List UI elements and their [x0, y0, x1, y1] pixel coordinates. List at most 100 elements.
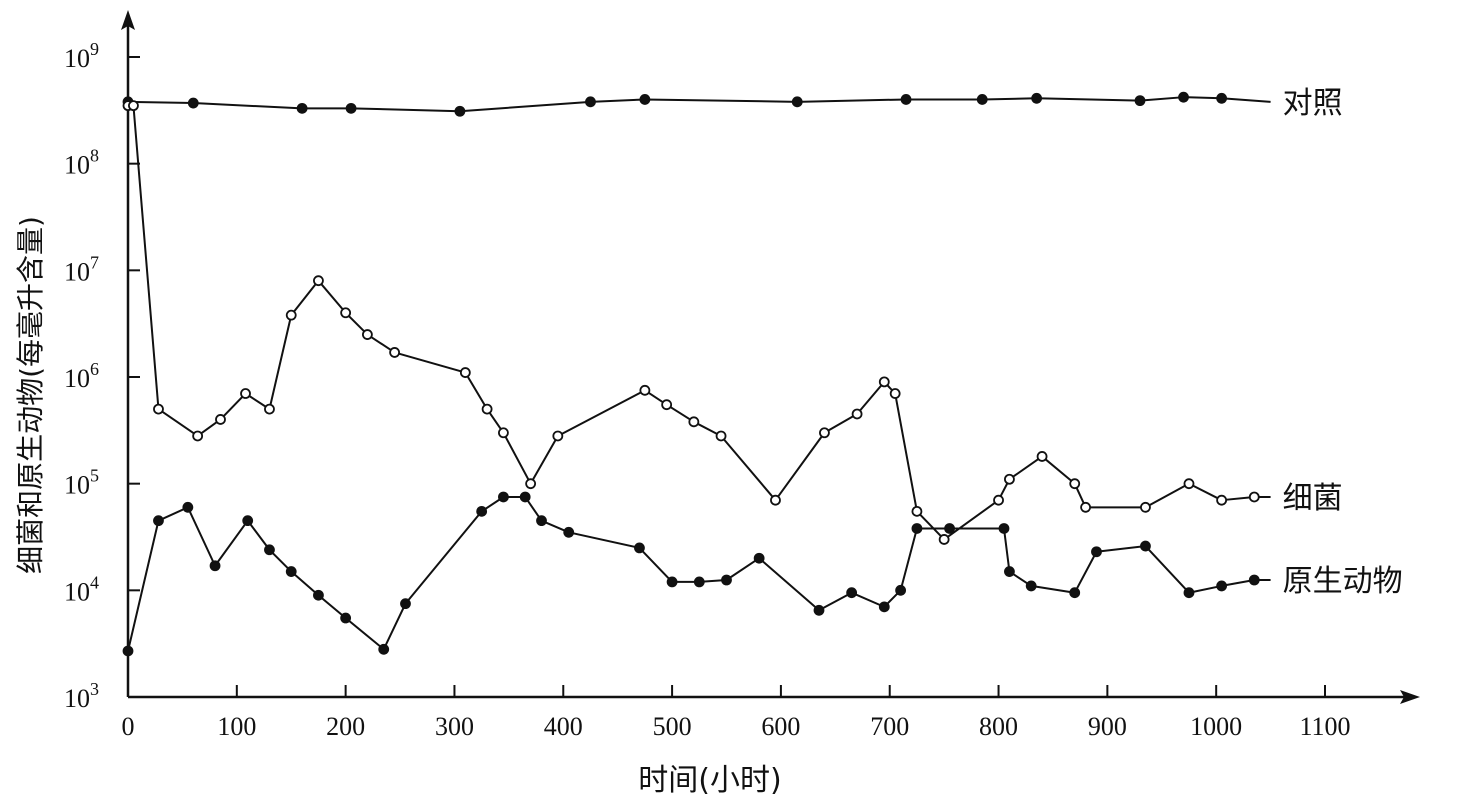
series-label: 对照 — [1283, 86, 1343, 121]
data-point — [563, 526, 575, 538]
data-point — [285, 309, 297, 321]
data-point — [182, 501, 194, 513]
data-point — [525, 478, 537, 490]
data-point — [361, 329, 373, 340]
data-point — [721, 574, 732, 586]
data-point — [240, 388, 251, 399]
x-tick-label: 500 — [653, 712, 692, 741]
data-point — [693, 576, 705, 588]
data-point — [993, 494, 1004, 506]
data-point — [661, 399, 673, 411]
data-point — [911, 523, 923, 534]
data-point — [264, 403, 275, 415]
data-point — [153, 403, 164, 415]
data-point — [851, 408, 863, 420]
data-point — [459, 367, 471, 378]
data-point — [498, 427, 509, 439]
data-point — [911, 505, 923, 517]
y-tick-label: 103 — [64, 679, 99, 713]
data-point — [639, 94, 651, 105]
data-point — [1183, 478, 1195, 490]
y-axis-arrow — [121, 10, 135, 30]
data-point — [846, 587, 858, 599]
data-point — [481, 403, 493, 415]
y-tick-label: 106 — [64, 359, 99, 393]
series-label: 原生动物 — [1283, 564, 1403, 599]
data-point — [340, 612, 352, 624]
data-point — [122, 645, 134, 657]
x-tick-label: 100 — [217, 712, 256, 741]
data-point — [976, 94, 988, 105]
x-axis-title: 时间(小时) — [638, 763, 781, 798]
data-point — [1248, 574, 1260, 586]
data-point — [1216, 494, 1228, 506]
data-point — [819, 427, 830, 439]
data-point — [192, 430, 204, 442]
data-point — [900, 94, 912, 105]
x-tick-label: 800 — [979, 712, 1018, 741]
y-axis-ticks: 103 104 105 106 107 108 109 — [64, 39, 140, 713]
data-point — [498, 491, 509, 503]
data-point — [313, 275, 324, 287]
y-tick-label: 107 — [64, 252, 99, 286]
data-point — [128, 100, 139, 112]
data-point — [1069, 587, 1081, 599]
data-point — [242, 515, 254, 527]
data-point — [889, 388, 901, 399]
x-tick-label: 200 — [326, 712, 365, 741]
x-tick-label: 1000 — [1190, 712, 1242, 741]
x-axis-ticks: 0 100 200 300 400 500 600 700 800 900 1000 1100 — [122, 685, 1351, 741]
x-axis-arrow — [1400, 690, 1420, 704]
data-point — [938, 534, 950, 545]
data-point — [1025, 580, 1037, 592]
data-point — [187, 97, 199, 109]
data-point — [585, 96, 596, 108]
data-point — [215, 414, 226, 425]
y-tick-label: 104 — [64, 572, 99, 606]
data-point — [944, 523, 955, 534]
data-point — [264, 544, 275, 556]
x-tick-label: 1100 — [1299, 712, 1350, 741]
series-lines — [127, 96, 1271, 652]
series-line-1 — [128, 104, 1271, 541]
data-point — [878, 376, 890, 388]
x-tick-label: 700 — [870, 712, 909, 741]
data-point — [1216, 92, 1228, 104]
data-point — [998, 523, 1010, 534]
data-point — [639, 384, 651, 396]
data-point — [536, 515, 547, 527]
data-point — [813, 604, 825, 616]
data-point — [296, 102, 308, 114]
data-point — [688, 416, 700, 428]
data-point — [666, 576, 678, 588]
plot-area: 0 100 200 300 400 500 600 700 800 900 1000 1100 103… — [64, 10, 1420, 741]
data-point — [715, 430, 727, 442]
data-point — [878, 601, 890, 613]
data-point — [1004, 473, 1015, 485]
y-tick-label: 108 — [64, 146, 99, 180]
data-point — [1004, 566, 1015, 577]
data-point — [209, 560, 221, 572]
data-point — [1216, 580, 1228, 592]
data-point — [454, 105, 466, 117]
data-point — [1069, 478, 1081, 490]
data-point — [1248, 491, 1260, 503]
data-point — [345, 102, 357, 114]
data-point — [519, 491, 531, 503]
data-point — [1183, 587, 1195, 599]
data-point — [1091, 546, 1102, 558]
data-point — [552, 430, 564, 442]
x-tick-label: 600 — [761, 712, 800, 741]
series-points — [122, 91, 1260, 657]
y-tick-label: 109 — [64, 39, 99, 73]
data-point — [1036, 451, 1048, 462]
data-point — [340, 307, 352, 319]
y-axis-title: 细菌和原生动物(每毫升含量) — [14, 216, 47, 574]
data-point — [753, 552, 765, 564]
y-tick-label: 105 — [64, 466, 99, 500]
data-point — [389, 347, 401, 358]
data-point — [313, 589, 324, 601]
data-point — [378, 643, 390, 655]
x-tick-label: 300 — [435, 712, 474, 741]
